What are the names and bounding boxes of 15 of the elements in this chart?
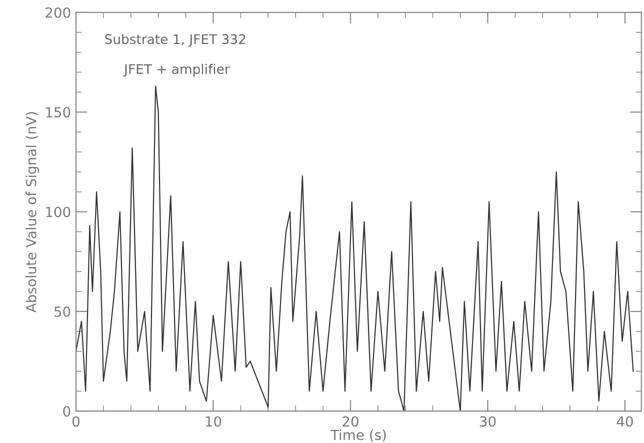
x-tick-label: 20 [342, 416, 358, 427]
annotation: Substrate 1, JFET 332 [105, 34, 246, 47]
annotation: JFET + amplifier [123, 64, 230, 77]
line-series [76, 86, 634, 412]
x-tick-label: 30 [480, 416, 496, 427]
y-tick-label: 150 [46, 107, 70, 118]
y-tick-label: 50 [54, 306, 70, 317]
y-tick-label: 200 [46, 7, 70, 18]
y-tick-label: 0 [63, 406, 70, 417]
y-axis-title: Absolute Value of Signal (nV) [26, 112, 40, 312]
x-tick-label: 10 [206, 416, 222, 427]
y-tick-label: 100 [46, 206, 70, 218]
x-tick-label: 40 [616, 416, 633, 427]
x-axis-title: Time (s) [330, 429, 386, 442]
x-tick-label: 0 [72, 416, 80, 427]
